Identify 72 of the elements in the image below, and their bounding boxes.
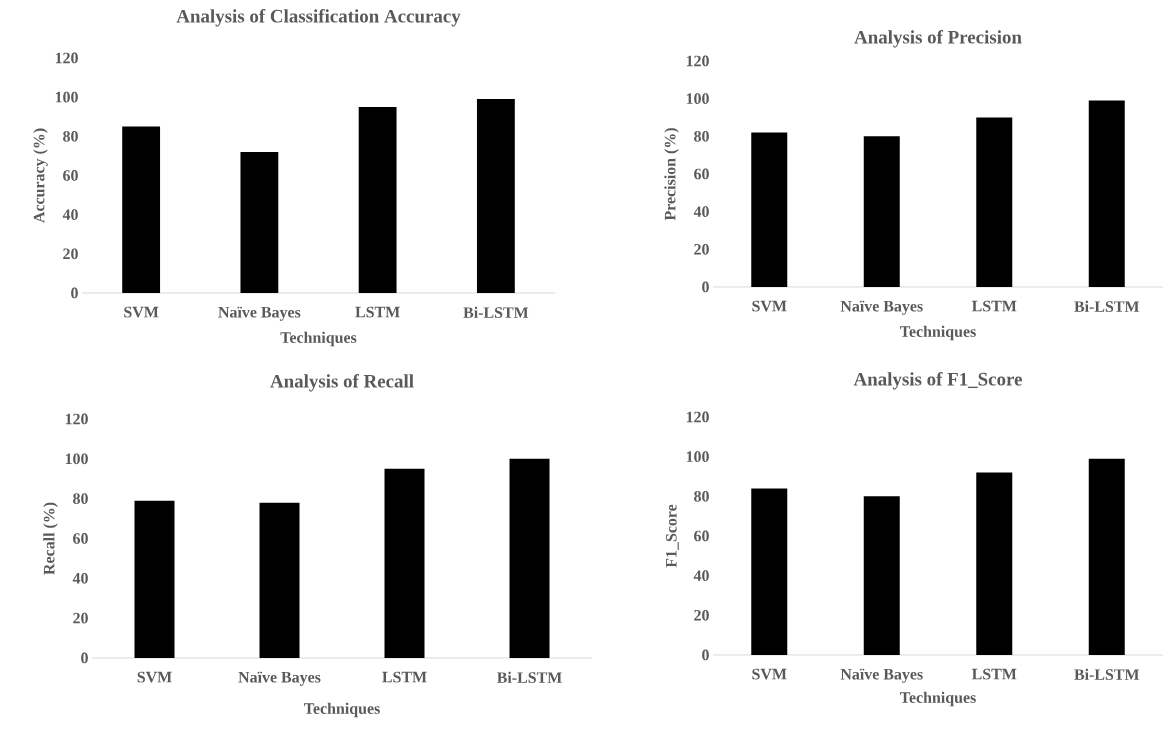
bar [122,126,161,293]
x-tick-label: Naïve Bayes [840,300,923,315]
x-axis-title: Techniques [900,691,976,707]
x-tick-label: LSTM [971,300,1017,312]
y-tick-label: 60 [63,170,78,181]
x-tick-label: SVM [752,300,787,312]
y-tick-label: 100 [686,451,709,463]
y-axis-title: F1_Score [665,504,679,568]
bar [509,458,550,658]
bar [863,496,900,655]
bar [1088,458,1125,655]
chart-title: Analysis of Recall [270,374,414,392]
x-tick-label: Bi-LSTM [463,306,529,318]
y-axis-title: Recall (%) [43,502,58,575]
bar [384,468,425,658]
x-tick-label: SVM [137,671,172,683]
x-tick-label: Bi-LSTM [497,671,562,683]
x-tick-label: Naïve Bayes [840,668,923,683]
y-tick-label: 100 [686,93,709,105]
x-axis-title: Techniques [304,702,380,718]
chart-title: Analysis of Precision [854,30,1022,48]
y-tick-label: 80 [694,490,709,502]
y-axis-title: Precision (%) [664,128,679,221]
bar [751,488,788,655]
y-tick-label: 120 [686,411,709,423]
bar [976,472,1013,655]
bar [358,106,397,293]
y-tick-label: 40 [62,209,78,221]
y-tick-label: 120 [65,413,88,425]
x-tick-label: SVM [124,306,159,318]
y-tick-label: 80 [73,493,88,505]
x-tick-label: Naïve Bayes [238,671,321,686]
x-axis-title: Techniques [900,325,976,341]
x-tick-label: Bi-LSTM [1074,668,1140,680]
y-tick-label: 100 [55,91,78,103]
y-tick-label: 20 [694,609,709,621]
bar [1088,100,1125,287]
y-tick-label: 0 [702,649,709,661]
bar [863,136,900,287]
bar [259,502,300,658]
y-tick-label: 80 [694,130,709,142]
y-tick-label: 60 [694,530,709,542]
y-tick-label: 0 [702,281,709,293]
y-tick-label: 80 [63,130,78,142]
x-tick-label: Bi-LSTM [1074,300,1140,312]
chart-title: Analysis of Classification Accuracy [176,9,461,27]
x-tick-label: LSTM [355,306,400,318]
bar [476,99,515,293]
y-tick-label: 60 [694,168,709,180]
y-tick-label: 40 [693,206,709,218]
bar [240,151,279,293]
y-tick-label: 60 [73,533,88,544]
y-tick-label: 100 [65,453,88,465]
y-tick-label: 20 [694,243,709,255]
y-tick-label: 20 [73,612,88,624]
x-tick-label: LSTM [382,671,427,683]
bar [976,117,1013,287]
y-tick-label: 0 [71,287,78,299]
x-tick-label: SVM [752,668,787,680]
x-tick-label: Naïve Bayes [218,306,301,321]
chart-title: Analysis of F1_Score [853,372,1022,390]
y-tick-label: 40 [693,570,709,582]
bar [751,132,788,287]
y-axis-title: Accuracy (%) [33,128,48,223]
y-tick-label: 0 [81,652,88,664]
y-tick-label: 20 [63,248,78,260]
x-tick-label: LSTM [971,668,1017,680]
y-tick-label: 40 [72,572,88,584]
y-tick-label: 120 [686,55,709,67]
x-axis-title: Techniques [280,331,357,347]
y-tick-label: 120 [55,52,78,64]
bar [134,500,175,658]
